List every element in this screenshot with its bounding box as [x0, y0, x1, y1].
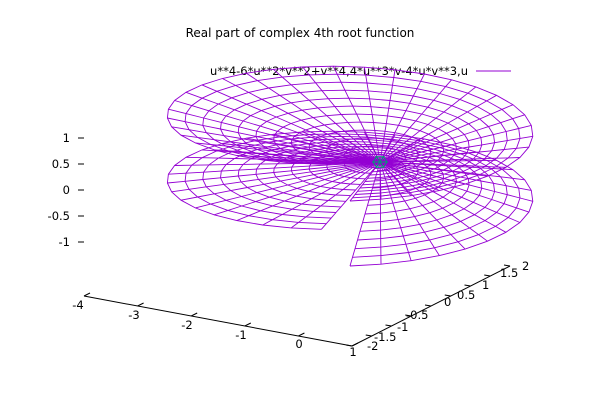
tick-mark [345, 344, 353, 347]
tick-mark [83, 292, 91, 297]
surface-ring-line [237, 141, 483, 232]
surface-ring-line [326, 153, 419, 189]
y-tick-label: 1.5 [500, 266, 518, 280]
tick-mark [298, 332, 305, 337]
surface-ring-line [290, 121, 445, 179]
surface-ring-line [220, 138, 496, 241]
x-tick-label: -3 [128, 308, 139, 322]
surface-ring-line [255, 105, 470, 186]
tick-mark [424, 304, 432, 307]
tick-mark [444, 294, 451, 297]
tick-marks [78, 137, 511, 347]
surface-ring-line [166, 130, 534, 267]
tick-mark [190, 312, 198, 317]
y-tick-label: -2 [367, 339, 378, 353]
y-tick-label: 0 [444, 295, 451, 309]
z-tick-label: -1 [59, 235, 70, 249]
y-tick-label: 0.5 [457, 288, 475, 302]
tick-mark [405, 314, 412, 317]
surface-mesh [166, 65, 534, 267]
legend-label: u**4-6*u**2*v**2+v**4,4*u**3*v-4*u*v**3,… [210, 64, 468, 78]
y-tick-label: -1 [397, 320, 408, 334]
z-tick-label: -0.5 [48, 209, 70, 223]
surface-ring-line [166, 65, 534, 202]
surface-ring-line [202, 135, 508, 250]
surface-ring-line [184, 133, 521, 258]
surface-ring-line [255, 143, 470, 224]
tick-mark [351, 342, 359, 347]
tick-mark [484, 274, 491, 277]
tick-mark [365, 334, 372, 337]
x-tick-label: 1 [349, 345, 356, 359]
x-tick-label: -4 [72, 298, 83, 312]
x-tick-label: -1 [235, 328, 246, 342]
surface-ring-line [184, 73, 521, 199]
tick-mark [464, 284, 471, 287]
surface-ring-line [308, 129, 432, 176]
tick-mark [244, 322, 252, 327]
surface-ring-line [202, 81, 508, 195]
y-tick-label: -0.5 [406, 308, 428, 322]
z-tick-label: 0.5 [52, 157, 70, 171]
z-tick-label: 0 [63, 183, 70, 197]
y-tick-label: 1 [482, 278, 489, 292]
x-tick-label: 0 [295, 337, 302, 351]
surface-ring-line [273, 146, 457, 215]
surface-ring-line [290, 148, 445, 206]
surface-radial-line [321, 161, 381, 230]
chart-title: Real part of complex 4th root function [186, 26, 415, 40]
tick-mark [503, 264, 511, 267]
surface-inner-line [372, 156, 388, 168]
x-tick-label: -2 [181, 318, 192, 332]
surface-ring-line [237, 97, 483, 189]
y-tick-label: 2 [522, 259, 529, 273]
tick-mark [385, 324, 392, 327]
y-tick-label: -1.5 [374, 330, 396, 344]
x-axis-line [83, 295, 353, 347]
z-tick-label: 1 [63, 131, 70, 145]
tick-mark [137, 302, 144, 307]
surface-ring-line [308, 151, 432, 198]
